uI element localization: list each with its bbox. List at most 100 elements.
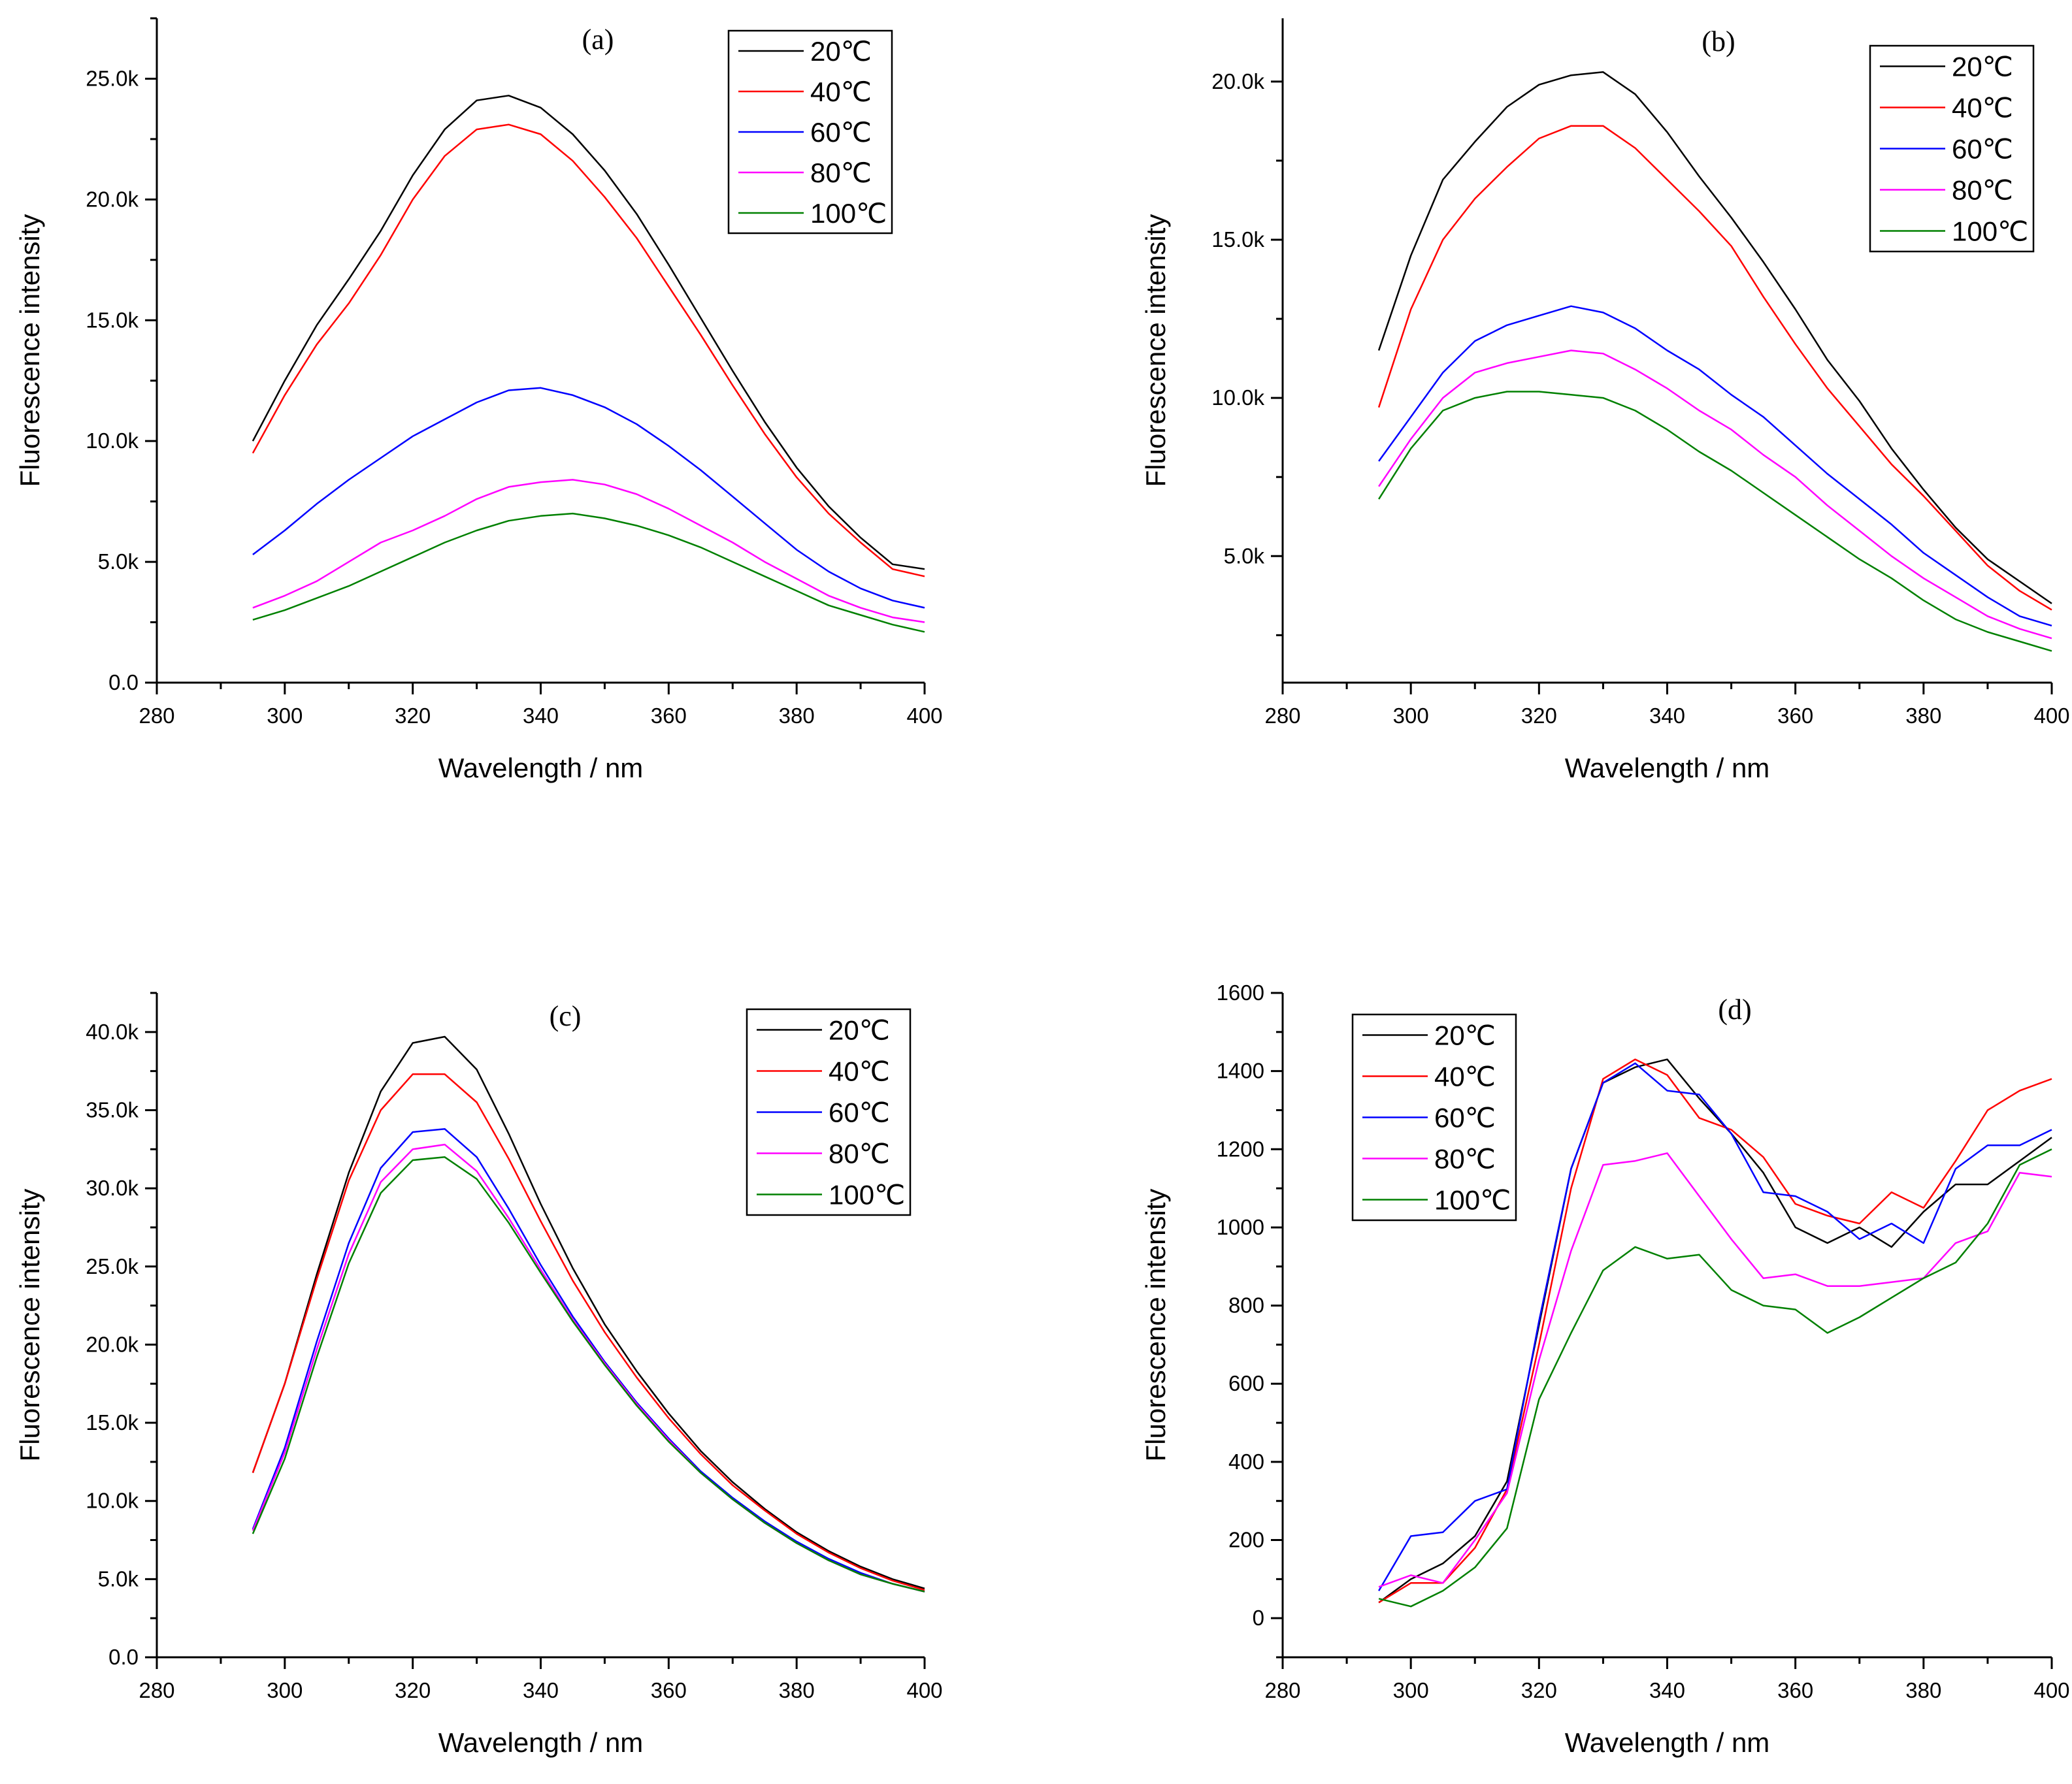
series-line-0: [252, 95, 925, 570]
legend-label: 40℃: [810, 76, 872, 107]
x-tick-label: 400: [2033, 1678, 2069, 1702]
chart-panel-d: 280 300 320 340 360 380 400 0 200 400 600 800 1000 12…: [1140, 981, 2070, 1758]
x-tick-label: 280: [139, 1678, 174, 1702]
y-tick-label: 40.0k: [86, 1020, 139, 1044]
series-line-1: [1377, 125, 2052, 611]
legend-label: 80℃: [829, 1139, 890, 1169]
legend-label: 60℃: [829, 1097, 890, 1128]
x-tick-label: 380: [1905, 704, 1941, 728]
x-tick-label: 340: [1649, 704, 1685, 728]
chart-panel-c: 280 300 320 340 360 380 400 0.0 5.0k 10.0k 15.0k 20…: [14, 992, 943, 1758]
y-tick-label: 20.0k: [86, 187, 139, 211]
legend-label: 40℃: [1952, 93, 2013, 123]
legend-label: 100℃: [810, 198, 887, 229]
y-tick-label: 15.0k: [86, 1410, 139, 1435]
y-tick-label: 1600: [1217, 981, 1264, 1005]
legend-label: 20℃: [810, 36, 872, 67]
x-tick-label: 360: [651, 1678, 687, 1702]
series-line-1: [252, 123, 925, 577]
y-tick-label: 5.0k: [98, 1566, 139, 1591]
series-line-4: [1378, 1148, 2052, 1608]
x-tick-label: 400: [906, 1678, 942, 1702]
y-tick-label: 800: [1228, 1293, 1264, 1318]
legend-label: 20℃: [1952, 52, 2013, 82]
series-line-0: [1377, 71, 2052, 604]
legend-label: 80℃: [810, 157, 872, 188]
x-tick-label: 340: [1649, 1678, 1685, 1702]
x-tick-label: 300: [1393, 1678, 1429, 1702]
x-tick-label: 300: [267, 1678, 303, 1702]
y-tick-label: 0.0: [108, 1645, 139, 1669]
y-tick-label: 600: [1228, 1371, 1264, 1395]
y-tick-label: 0.0: [108, 670, 139, 694]
series-line-4: [1378, 391, 2052, 652]
y-tick-label: 25.0k: [86, 66, 139, 90]
y-tick-label: 10.0k: [86, 429, 139, 453]
x-tick-label: 340: [523, 704, 559, 728]
series-line-2: [252, 1127, 925, 1593]
y-tick-label: 10.0k: [1211, 385, 1264, 410]
x-tick-label: 320: [395, 1678, 431, 1702]
x-tick-label: 340: [523, 1678, 559, 1702]
panel-title: (c): [550, 1000, 582, 1032]
x-tick-label: 380: [779, 1678, 815, 1702]
x-axis-title: Wavelength / nm: [1565, 753, 1770, 783]
series-line-3: [252, 479, 925, 623]
y-tick-label: 10.0k: [86, 1489, 139, 1513]
y-axis-title: Fluorescence intensity: [1140, 214, 1171, 487]
series-line-2: [1378, 305, 2052, 626]
x-tick-label: 280: [139, 704, 174, 728]
x-tick-label: 380: [779, 704, 815, 728]
x-tick-label: 360: [1777, 1678, 1813, 1702]
y-tick-label: 1000: [1217, 1215, 1264, 1239]
x-tick-label: 400: [906, 704, 942, 728]
y-tick-label: 20.0k: [86, 1332, 139, 1356]
x-axis-title: Wavelength / nm: [438, 753, 644, 783]
y-tick-label: 5.0k: [98, 549, 139, 574]
legend-label: 100℃: [1952, 216, 2028, 247]
x-tick-label: 360: [651, 704, 687, 728]
x-axis-title: Wavelength / nm: [438, 1727, 644, 1758]
series-line-0: [1378, 1058, 2052, 1604]
series-line-4: [252, 512, 925, 633]
legend: 20℃ 40℃ 60℃ 80℃ 100℃: [727, 29, 893, 235]
panel-title: (a): [582, 24, 614, 56]
y-tick-label: 30.0k: [86, 1176, 139, 1200]
y-tick-label: 400: [1228, 1450, 1264, 1474]
series-line-2: [252, 387, 925, 609]
legend-label: 20℃: [829, 1015, 890, 1046]
series-line-3: [1378, 349, 2052, 640]
series-line-1: [1378, 1058, 2052, 1604]
y-tick-label: 25.0k: [86, 1254, 139, 1278]
legend-label: 100℃: [829, 1180, 905, 1210]
legend-label: 60℃: [1434, 1103, 1496, 1133]
legend-label: 20℃: [1434, 1020, 1496, 1051]
chart-panel-a: 280 300 320 340 360 380 400 0.0 5.0k 10.0k 15.0k 20…: [14, 17, 943, 783]
x-tick-label: 320: [395, 704, 431, 728]
x-tick-label: 400: [2033, 704, 2069, 728]
series-line-4: [252, 1156, 925, 1593]
series-line-3: [1378, 1152, 2052, 1588]
x-tick-label: 380: [1905, 1678, 1941, 1702]
chart-panel-b: 280 300 320 340 360 380 400 5.0k 10.0k 15.0k 20.0k…: [1140, 18, 2070, 783]
y-tick-label: 200: [1228, 1528, 1264, 1552]
panel-title: (b): [1702, 25, 1735, 57]
legend: 20℃ 40℃ 60℃ 80℃ 100℃: [746, 1008, 912, 1216]
x-tick-label: 300: [1393, 704, 1429, 728]
x-tick-label: 320: [1521, 704, 1557, 728]
y-tick-label: 35.0k: [86, 1097, 139, 1122]
panel-title: (d): [1718, 994, 1751, 1026]
legend-label: 60℃: [1952, 134, 2013, 165]
legend: 20℃ 40℃ 60℃ 80℃ 100℃: [1869, 44, 2035, 253]
x-tick-label: 320: [1521, 1678, 1557, 1702]
legend-label: 80℃: [1434, 1144, 1496, 1175]
legend: 20℃ 40℃ 60℃ 80℃ 100℃: [1351, 1013, 1517, 1222]
x-tick-label: 280: [1264, 704, 1300, 728]
y-axis-title: Fluorescence intensity: [14, 214, 45, 487]
y-tick-label: 0: [1253, 1606, 1264, 1630]
x-axis-title: Wavelength / nm: [1565, 1727, 1770, 1758]
series-line-1: [252, 1073, 925, 1591]
legend-label: 100℃: [1434, 1185, 1511, 1216]
y-tick-label: 15.0k: [1211, 227, 1264, 251]
